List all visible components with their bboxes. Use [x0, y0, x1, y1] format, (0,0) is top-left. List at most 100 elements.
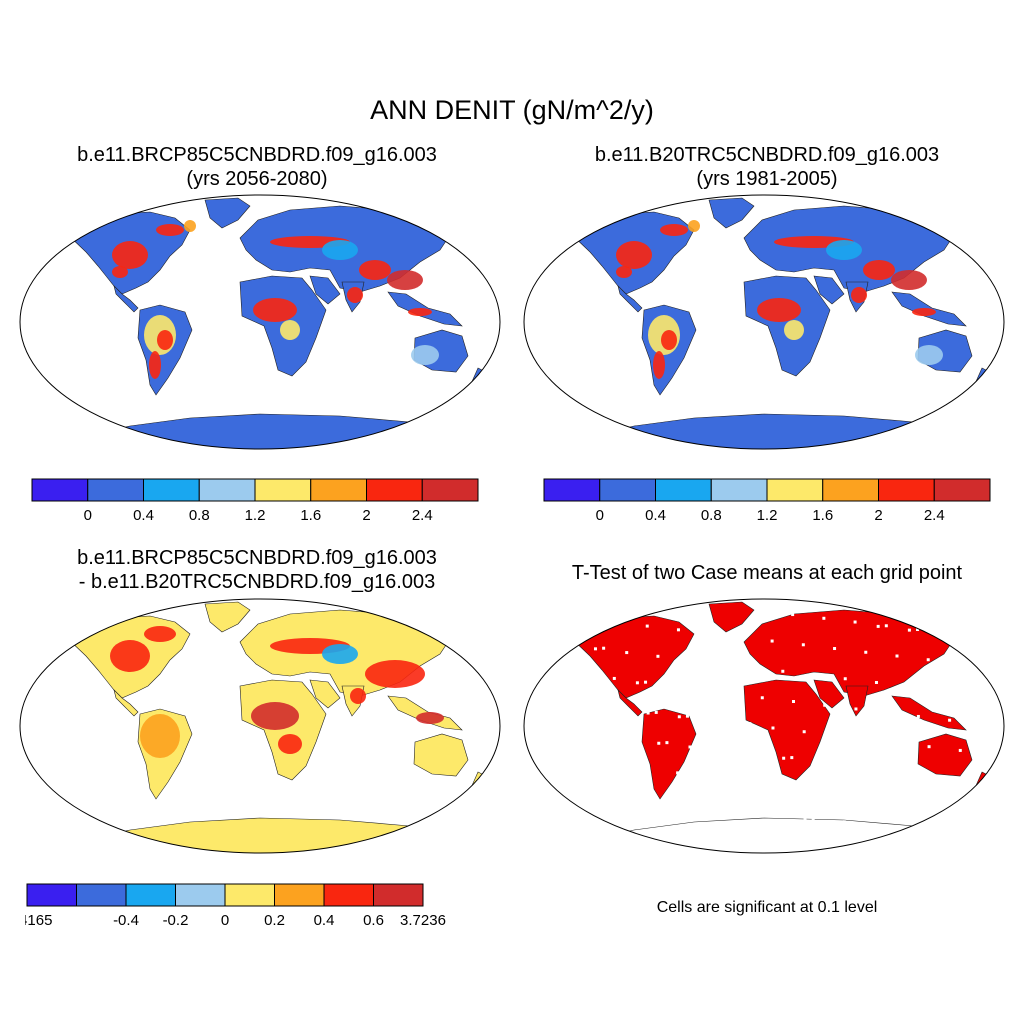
nonsig-cell: [593, 647, 597, 651]
nonsig-cell: [936, 831, 940, 835]
nonsig-cell: [718, 805, 722, 809]
colorbar-box-5: [274, 883, 325, 907]
nonsig-cell: [676, 628, 680, 632]
nonsig-cell: [863, 793, 867, 797]
nonsig-cell: [582, 760, 586, 764]
nonsig-cell: [811, 816, 815, 820]
panel-1-title-line1: b.e11.BRCP85C5CNBDRD.f09_g16.003: [77, 144, 437, 166]
land-central-america: [617, 689, 643, 717]
colorbar-box-3: [198, 478, 256, 502]
colorbar-tick-label: 0.8: [701, 507, 722, 524]
land-new-zealand: [469, 771, 487, 793]
nonsig-cell: [624, 794, 628, 798]
hotspot-4: [149, 351, 161, 379]
nonsig-cell: [584, 704, 588, 708]
land-arabia: [813, 275, 845, 305]
map-difference-denit: [19, 598, 501, 854]
colorbar-tick-label: 2.4: [924, 507, 945, 524]
colorbar-panel-1: 0 0.4 0.8 1.2 1.6 2 2.4: [31, 478, 479, 524]
hotspot-12: [156, 224, 184, 236]
nonsig-cell: [740, 722, 744, 726]
nonsig-cell: [865, 737, 869, 741]
colorbar-box-3: [710, 478, 768, 502]
nonsig-cell: [748, 722, 752, 726]
nonsig-cell: [612, 676, 616, 680]
nonsig-cell: [665, 741, 669, 745]
colorbar-box-1: [76, 883, 127, 907]
nonsig-cell: [938, 775, 942, 779]
nonsig-cell: [803, 817, 807, 821]
nonsig-cell: [907, 771, 911, 775]
colorbar-box-3: [175, 883, 226, 907]
hotspot-0: [112, 241, 148, 269]
nonsig-cell: [792, 786, 796, 790]
nonsig-cell: [791, 613, 795, 617]
colorbar-box-7: [373, 883, 424, 907]
nonsig-cell: [824, 790, 828, 794]
land-new-zealand: [469, 367, 487, 389]
colorbar-box-0: [543, 478, 601, 502]
panel-1-title-line2: (yrs 2056-2080): [186, 168, 328, 190]
colorbar-tick-label: 0.8: [189, 507, 210, 524]
colorbar-tick-label: 2: [874, 507, 882, 524]
hotspot-10: [912, 308, 936, 316]
colorbar-box-4: [254, 478, 312, 502]
hotspot-0: [616, 241, 652, 269]
colorbar-box-0: [26, 883, 77, 907]
colorbar-box-5: [822, 478, 879, 502]
nonsig-cell: [832, 790, 836, 794]
hotspot-5: [757, 298, 801, 322]
nonsig-cell: [895, 654, 899, 658]
nonsig-cell: [916, 714, 920, 718]
nonsig-cell: [822, 616, 826, 620]
nonsig-cell: [676, 771, 680, 775]
nonsig-cell: [957, 661, 961, 665]
nonsig-cell: [834, 820, 838, 824]
nonsig-cell: [718, 662, 722, 666]
panel-3-title: b.e11.BRCP85C5CNBDRD.f09_g16.003 - b.e11…: [12, 546, 502, 594]
hotspot-6: [784, 320, 804, 340]
nonsig-cell: [614, 620, 618, 624]
nonsig-cell: [542, 670, 546, 674]
panel-4-title-line1: T-Test of two Case means at each grid po…: [571, 562, 963, 584]
colorbar-tick-label: 1.6: [300, 507, 321, 524]
colorbar-tick-label: 0: [84, 507, 92, 524]
nonsig-cell: [613, 763, 617, 767]
hotspot-0: [110, 640, 150, 672]
colorbar-box-2: [143, 478, 200, 502]
nonsig-cell: [644, 767, 648, 771]
nonsig-cell: [592, 703, 596, 707]
nonsig-cell: [792, 700, 795, 703]
colorbar-box-2: [125, 883, 176, 907]
nonsig-cell: [884, 624, 888, 628]
hotspot-5: [253, 298, 297, 322]
nonsig-cell: [750, 666, 754, 670]
colorbar-box-2: [655, 478, 712, 502]
land-central-america: [617, 285, 643, 313]
hotspot-5: [416, 712, 444, 724]
map-boundary-2: [523, 194, 1005, 450]
nonsig-cell: [667, 685, 671, 689]
nonsig-cell: [990, 609, 994, 613]
hotspot-14: [915, 345, 943, 365]
nonsig-cell: [990, 752, 994, 756]
nonsig-cell: [896, 741, 900, 745]
nonsig-cell: [541, 813, 545, 817]
nonsig-cell: [769, 782, 773, 786]
nonsig-cell: [771, 726, 775, 730]
nonsig-cell: [842, 820, 846, 824]
nonsig-cell: [530, 782, 534, 786]
panel-2-title-line1: b.e11.B20TRC5CNBDRD.f09_g16.003: [594, 144, 940, 166]
land-se-asia-islands: [891, 695, 967, 731]
land-arabia: [309, 275, 341, 305]
colorbar-tick-label: 0.6: [363, 912, 384, 929]
land-south-america: [641, 708, 697, 800]
nonsig-cell: [656, 654, 660, 658]
nonsig-cell: [698, 688, 702, 692]
land-australia: [413, 733, 469, 777]
map-ttest-significance: [523, 598, 1005, 854]
nonsig-cell: [623, 707, 627, 711]
significance-note: Cells are significant at 0.1 level: [656, 899, 878, 916]
colorbar-box-0: [31, 478, 89, 502]
nonsig-cell: [802, 730, 806, 734]
